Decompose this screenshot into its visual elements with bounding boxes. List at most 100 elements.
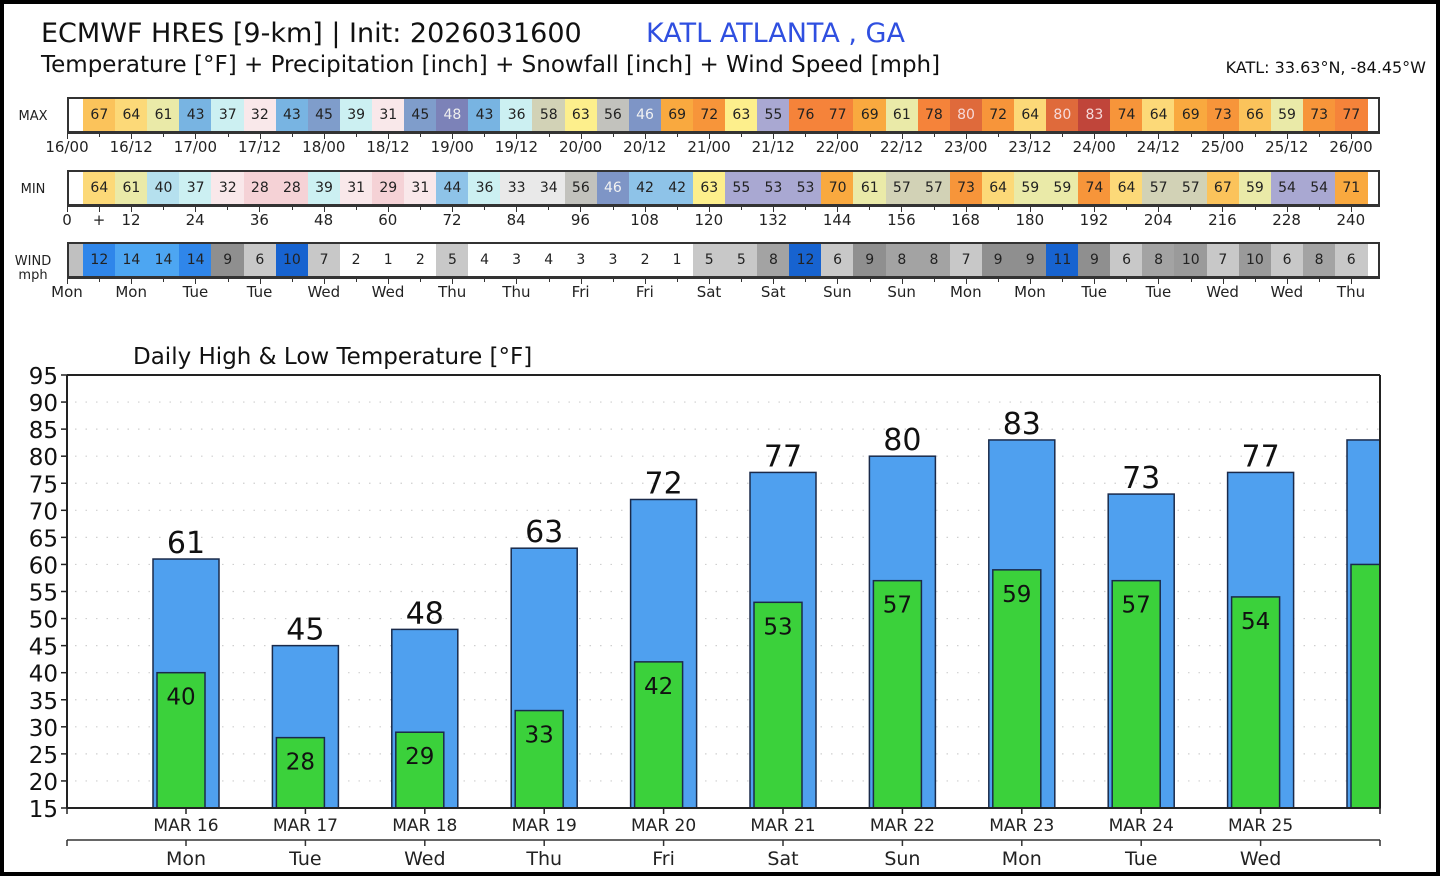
min-temp-cell: 34 (532, 172, 566, 204)
min-hour-tick-label: 144 (822, 211, 852, 229)
min-temp-cell: 31 (404, 172, 437, 204)
high-temp-label: 77 (1242, 439, 1280, 474)
low-temp-label: 40 (166, 685, 195, 711)
max-time-tick (773, 133, 775, 139)
station-location: KATL ATLANTA , GA (646, 18, 905, 49)
max-time-tick (1286, 133, 1288, 139)
wind-day-tick-label: Fri (635, 283, 654, 301)
max-temp-cell: 45 (404, 99, 437, 131)
min-hour-minor-tick (355, 206, 357, 210)
wind-day-tick (67, 278, 68, 284)
wind-day-tick-label: Tue (246, 283, 273, 301)
min-hour-minor-tick (612, 206, 614, 210)
max-temp-cell: 73 (1302, 99, 1336, 131)
max-time-minor-tick (612, 133, 614, 137)
wind-day-minor-tick (1062, 278, 1064, 282)
max-time-tick-label: 19/00 (430, 138, 474, 156)
wind-day-tick (1351, 278, 1352, 284)
wind-speed-cell: 8 (757, 244, 790, 276)
min-hour-tick (901, 206, 903, 212)
min-hour-tick (67, 206, 68, 212)
max-time-tick (580, 133, 582, 139)
min-temp-cell: 57 (1142, 172, 1175, 204)
high-temp-label: 63 (525, 515, 563, 550)
x-date-label: MAR 23 (989, 816, 1054, 836)
x-date-label: MAR 19 (512, 816, 577, 836)
max-time-tick-label: 16/00 (45, 138, 89, 156)
min-hour-tick-label: 96 (570, 211, 590, 229)
min-temp-cell: 28 (275, 172, 309, 204)
high-temp-bar (1346, 439, 1381, 809)
x-weekday-label: Thu (525, 848, 562, 870)
x-weekday-label: Mon (166, 848, 206, 870)
max-temp-cell: 64 (1013, 99, 1047, 131)
wind-speed-cell: 5 (436, 244, 469, 276)
min-hour-minor-tick (676, 206, 678, 210)
variables-subtitle: Temperature [°F] + Precipitation [inch] … (41, 52, 941, 78)
min-temp-cell: 55 (725, 172, 758, 204)
y-tick-label: 55 (29, 581, 58, 607)
min-hour-tick-label: 48 (314, 211, 334, 229)
wind-day-minor-tick (1190, 278, 1192, 282)
max-temp-cell: 77 (821, 99, 854, 131)
max-temp-cell: 43 (468, 99, 501, 131)
max-time-tick-label: 22/00 (815, 138, 860, 156)
min-hour-tick (323, 206, 325, 212)
high-temp-bar (271, 644, 340, 809)
wind-speed-cell: 10 (275, 244, 309, 276)
x-weekday-label: Wed (404, 848, 445, 870)
max-time-tick (388, 133, 389, 139)
wind-day-tick (709, 278, 710, 284)
low-temp-bar (1111, 579, 1161, 809)
x-date-label: MAR 24 (1109, 816, 1174, 836)
min-temp-cell: 54 (1302, 172, 1336, 204)
wind-speed-cell: 4 (468, 244, 501, 276)
y-tick-label: 50 (29, 608, 58, 634)
x-weekday-label: Mon (1002, 848, 1042, 870)
wind-day-tick-label: Fri (571, 283, 590, 301)
wind-speed-cell: 8 (885, 244, 919, 276)
wind-day-minor-tick (612, 278, 614, 282)
wind-day-axis-line (67, 278, 1380, 279)
wind-speed-cell: 10 (1174, 244, 1208, 276)
min-hour-tick-label: 216 (1208, 211, 1237, 229)
wind-day-tick (901, 278, 903, 284)
min-hour-tick (580, 206, 582, 212)
max-time-tick-label: 16/12 (109, 138, 153, 156)
wind-day-minor-tick (291, 278, 293, 282)
low-temp-label: 54 (1241, 609, 1270, 635)
wind-day-minor-tick (805, 278, 807, 282)
min-hour-tick (131, 206, 132, 212)
min-row-label: MIN (20, 182, 46, 197)
max-time-tick-label: 19/12 (494, 138, 539, 156)
min-hour-tick-label: 156 (887, 211, 916, 229)
low-temp-bar (633, 661, 684, 809)
max-time-tick (709, 133, 710, 139)
min-hour-tick-label: 228 (1272, 211, 1301, 229)
min-hour-tick (837, 206, 839, 212)
min-hour-tick-label: 0 (62, 211, 72, 229)
forecast-panel: ECMWF HRES [9-km] | Init: 2026031600 KAT… (4, 4, 1436, 872)
wind-day-tick-label: Thu (438, 283, 467, 301)
max-row-label: MAX (18, 109, 48, 124)
wind-row-label: WIND mph (7, 255, 59, 283)
min-temp-cell: 73 (949, 172, 983, 204)
high-temp-label: 83 (1003, 407, 1041, 442)
wind-speed-cell: 12 (83, 244, 116, 276)
wind-day-minor-tick (933, 278, 935, 282)
wind-speed-cell: 1 (371, 244, 405, 276)
wind-day-minor-tick (163, 278, 165, 282)
max-temp-cell: 48 (436, 99, 469, 131)
low-temp-label: 42 (644, 674, 673, 700)
y-tick-label: 65 (29, 526, 58, 552)
wind-speed-cell: 9 (981, 244, 1015, 276)
y-tick-label: 25 (29, 743, 58, 769)
wind-day-minor-tick (227, 278, 229, 282)
min-hour-minor-tick (227, 206, 229, 210)
low-temp-bar (275, 736, 326, 809)
max-time-minor-tick (1126, 133, 1128, 137)
min-temp-cell: 40 (147, 172, 180, 204)
min-temp-cell: 37 (179, 172, 212, 204)
max-temp-cell: 80 (1046, 99, 1079, 131)
max-temp-cell: 37 (211, 99, 245, 131)
